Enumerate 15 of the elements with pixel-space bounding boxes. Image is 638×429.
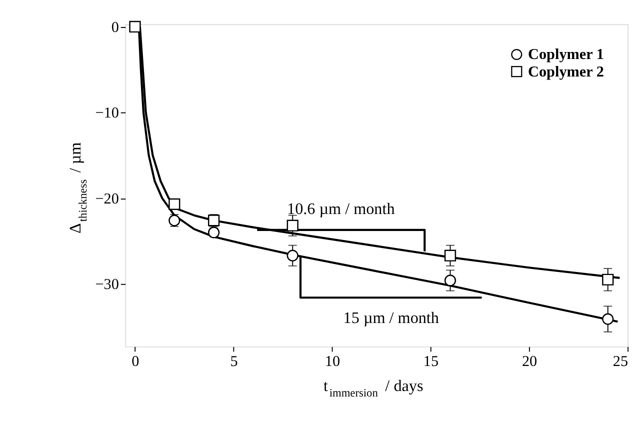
x-tick-label: 25 xyxy=(612,352,628,370)
x-tick-label: 0 xyxy=(132,352,140,370)
y-tick-label: −10 xyxy=(95,104,119,122)
y-tick-label: −30 xyxy=(95,276,119,294)
x-tick-label: 15 xyxy=(423,352,439,370)
annotation: 15 µm / month xyxy=(343,310,439,328)
y-tick-label: 0 xyxy=(111,18,119,36)
x-tick-label: 10 xyxy=(324,352,340,370)
y-tick-label: −20 xyxy=(95,190,119,208)
x-tick-label: 20 xyxy=(522,352,538,370)
annotation: 10.6 µm / month xyxy=(287,200,395,218)
y-axis-title: Δthickness / µm xyxy=(68,142,90,234)
x-tick-label: 5 xyxy=(230,352,238,370)
legend-label: Coplymer 1 xyxy=(528,46,604,64)
legend-label: Coplymer 2 xyxy=(528,63,604,80)
